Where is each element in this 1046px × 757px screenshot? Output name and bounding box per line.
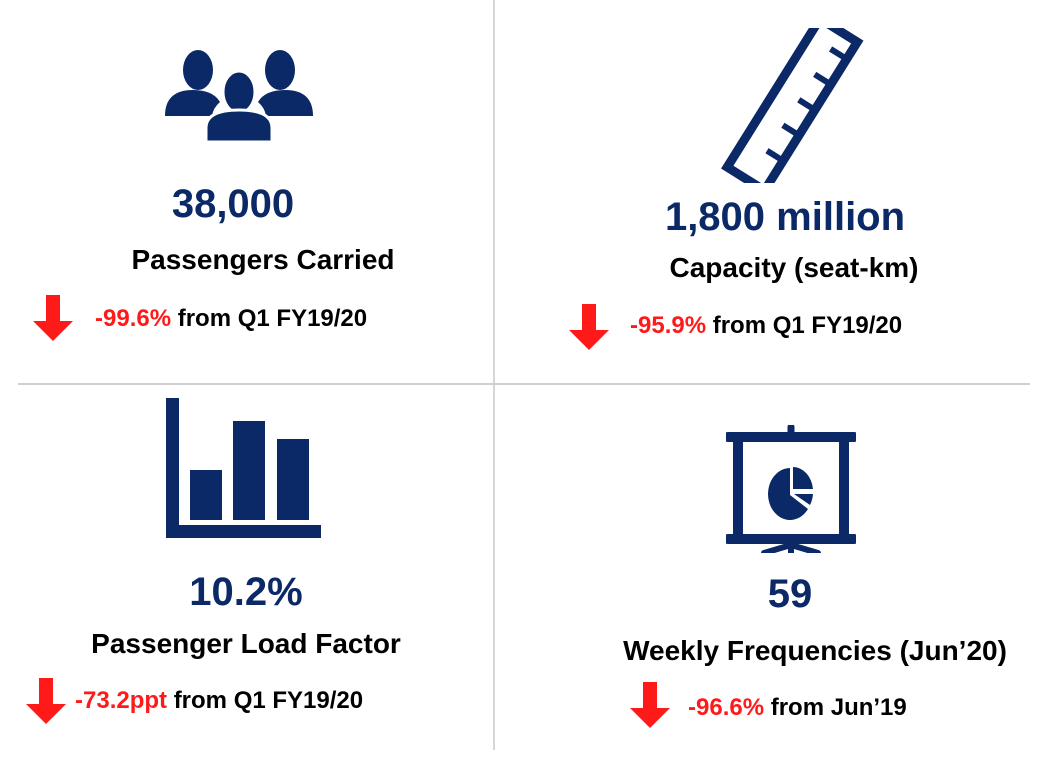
change-value: -96.6% — [688, 694, 765, 721]
metric-value: 38,000 — [171, 182, 295, 226]
change-value: -73.2ppt — [75, 687, 168, 714]
change-value: -95.9% — [630, 312, 707, 339]
change-comparison: from Jun’19 — [770, 694, 907, 721]
metric-label: Passengers Carried — [131, 244, 395, 275]
presentation-board-icon — [726, 425, 856, 553]
metric-change: -73.2ppt from Q1 FY19/20 — [75, 687, 363, 715]
change-comparison: from Q1 FY19/20 — [173, 687, 364, 714]
metric-value: 59 — [767, 572, 813, 616]
metric-change: -99.6% from Q1 FY19/20 — [95, 305, 367, 333]
down-arrow-icon — [33, 295, 73, 341]
down-arrow-icon — [569, 304, 609, 350]
down-arrow-icon — [26, 678, 66, 724]
metric-label: Capacity (seat-km) — [669, 252, 919, 283]
horizontal-divider — [18, 383, 1030, 385]
metric-label: Passenger Load Factor — [91, 628, 401, 659]
people-icon — [165, 50, 313, 142]
metric-value: 10.2% — [189, 570, 303, 614]
change-value: -99.6% — [95, 305, 172, 332]
metric-label: Weekly Frequencies (Jun’20) — [623, 635, 1007, 666]
down-arrow-icon — [630, 682, 670, 728]
vertical-divider — [493, 0, 495, 750]
metric-change: -96.6% from Jun’19 — [688, 694, 907, 722]
change-comparison: from Q1 FY19/20 — [712, 312, 903, 339]
metric-value: 1,800 million — [664, 195, 906, 239]
bar-chart-icon — [166, 398, 321, 538]
change-comparison: from Q1 FY19/20 — [177, 305, 368, 332]
metric-change: -95.9% from Q1 FY19/20 — [630, 312, 902, 340]
ruler-icon — [721, 28, 864, 183]
